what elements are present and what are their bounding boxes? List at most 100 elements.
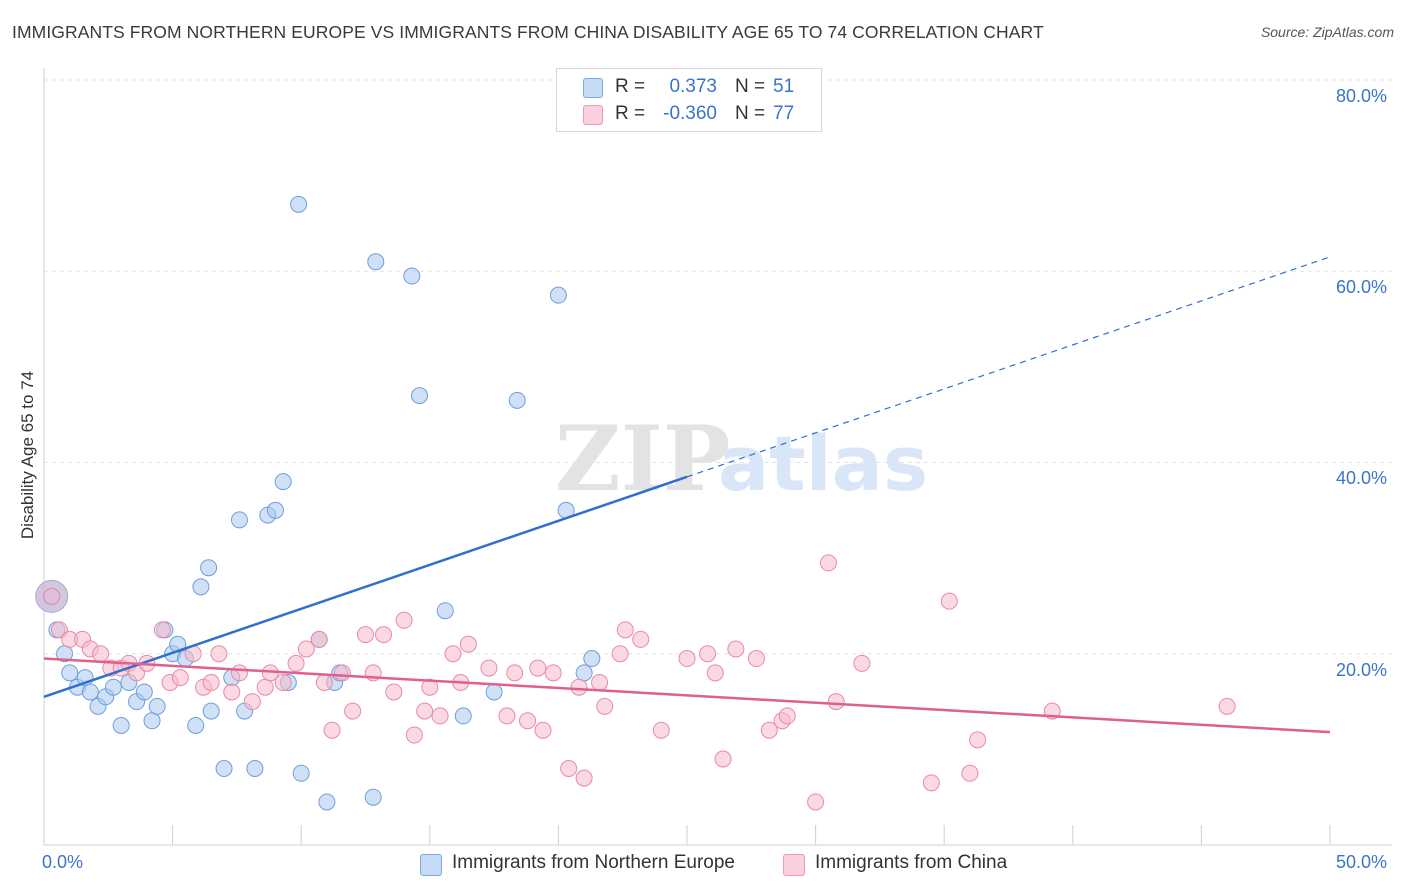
chart-title: IMMIGRANTS FROM NORTHERN EUROPE VS IMMIG… [12,22,1044,42]
data-point-china [416,702,434,720]
x-tick-label-start: 0.0% [42,852,84,872]
data-point-china [171,669,189,687]
data-point-china [534,721,552,739]
data-point-china [498,707,516,725]
data-point-china [315,673,333,691]
data-point-northern-europe [81,683,99,701]
data-point-china [459,635,477,653]
data-point-northern-europe [112,716,130,734]
legend-label-northern-europe: Immigrants from Northern Europe [452,852,735,873]
data-point-northern-europe [192,578,210,596]
trend-line-northern-europe [43,475,688,698]
data-point-northern-europe [143,712,161,730]
data-point-china [853,654,871,672]
data-point-china [632,630,650,648]
data-point-china [747,650,765,668]
trend-line-china [43,657,1331,734]
legend-r-label: R = [615,103,646,124]
y-axis-label: Disability Age 65 to 74 [18,370,37,540]
data-point-northern-europe [104,678,122,696]
data-point-northern-europe [549,286,567,304]
stats-legend: R = 0.373 N = 51 R = -0.360 N = 77 [556,68,822,132]
y-tick-label: 40.0% [1336,468,1388,488]
data-point-china [819,554,837,572]
data-point-china [431,707,449,725]
data-point-northern-europe [202,702,220,720]
data-point-northern-europe [246,760,264,777]
legend-swatch-china [783,854,805,876]
data-point-northern-europe [508,391,526,409]
data-point-china [807,793,825,811]
data-point-northern-europe [364,788,382,806]
data-point-china [344,702,362,720]
legend-swatch-china [583,105,603,125]
x-tick-label-end: 50.0% [1336,852,1388,872]
data-point-china [727,640,745,658]
data-point-northern-europe [266,501,284,519]
data-point-china [570,678,588,696]
data-point-northern-europe [230,511,248,529]
data-point-china [444,645,462,663]
data-point-china [611,645,629,663]
legend-swatch-northern-europe [583,78,603,98]
data-point-northern-europe [274,473,292,491]
data-point-china [969,731,987,749]
data-point-china [591,673,609,691]
data-point-china [153,621,171,639]
legend-n-label: N = [735,76,766,97]
data-point-china [544,664,562,682]
legend-label-china: Immigrants from China [815,852,1008,873]
data-point-china [357,626,374,644]
watermark-zip: ZIP [555,406,730,512]
data-point-northern-europe [403,267,421,285]
data-point-northern-europe [135,683,153,701]
data-point-china [575,769,593,787]
data-point-china [678,650,696,668]
data-point-china [395,611,413,629]
data-point-china [706,664,724,682]
data-point-china [210,645,228,663]
data-point-china [202,673,220,691]
data-point-northern-europe [454,707,472,725]
data-point-china [256,678,274,696]
data-point-northern-europe [575,664,593,682]
data-point-china [529,659,547,677]
data-point-china [827,693,845,711]
data-point-northern-europe [436,602,454,620]
data-point-china [714,750,732,768]
data-point-northern-europe [200,559,218,577]
data-point-china [385,683,403,701]
data-point-china [652,721,670,739]
data-point-northern-europe [485,683,503,701]
legend-n-value: 77 [773,103,795,124]
data-point-china [43,587,61,605]
legend-row-northern-europe: R = 0.373 N = 51 [557,75,821,101]
data-point-northern-europe [290,195,308,213]
data-point-china [323,721,341,739]
legend-r-label: R = [615,76,646,97]
watermark-atlas: atlas [718,419,928,508]
data-point-china [596,697,614,715]
data-point-northern-europe [318,793,336,811]
y-tick-label: 80.0% [1336,86,1388,106]
chart-source: Source: ZipAtlas.com [1260,24,1394,40]
data-point-china [333,664,351,682]
data-point-northern-europe [215,760,233,777]
data-point-china [519,712,537,730]
data-point-northern-europe [292,764,310,782]
data-point-china [230,664,248,682]
legend-n-label: N = [735,103,766,124]
data-point-china [405,726,423,744]
data-point-china [297,640,315,658]
data-point-china [480,659,498,677]
data-point-china [1218,697,1236,715]
data-point-china [223,683,241,701]
data-point-northern-europe [61,664,79,682]
legend-r-value: -0.360 [663,103,717,124]
legend-n-value: 51 [773,76,795,97]
data-point-china [760,721,778,739]
data-point-china [375,626,393,644]
data-point-northern-europe [148,697,166,715]
data-point-china [778,707,796,725]
